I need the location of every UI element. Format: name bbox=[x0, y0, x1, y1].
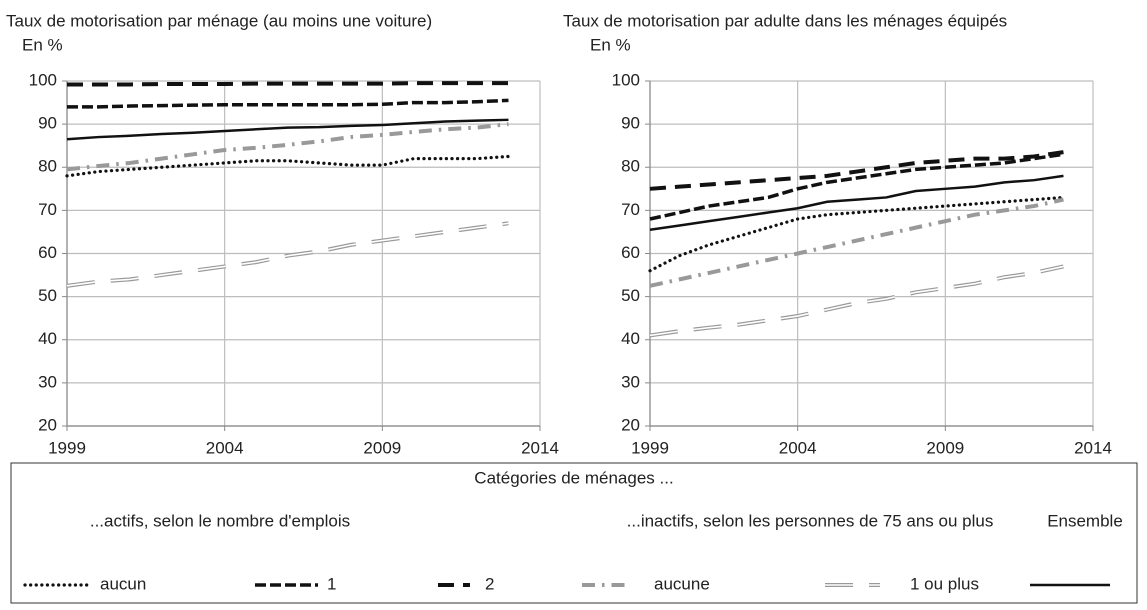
chart-title: Taux de motorisation par adulte dans les… bbox=[563, 11, 1007, 30]
x-tick-label: 2004 bbox=[206, 438, 244, 457]
y-tick-label: 70 bbox=[38, 200, 57, 219]
x-tick-label: 2014 bbox=[521, 438, 559, 457]
y-axis-label: En % bbox=[22, 35, 63, 54]
legend-label: 2 bbox=[485, 574, 494, 593]
y-tick-label: 30 bbox=[38, 372, 57, 391]
series-line-inner bbox=[649, 265, 1064, 337]
legend-label: aucune bbox=[654, 574, 710, 593]
x-tick-label: 2009 bbox=[926, 438, 964, 457]
series-line-inner bbox=[66, 222, 509, 287]
series-line bbox=[649, 150, 1064, 191]
x-tick-label: 2014 bbox=[1074, 438, 1112, 457]
y-tick-label: 20 bbox=[38, 415, 57, 434]
chart-title: Taux de motorisation par ménage (au moin… bbox=[6, 11, 432, 30]
y-tick-label: 90 bbox=[38, 114, 57, 133]
series-line bbox=[648, 195, 1066, 273]
series-line bbox=[649, 174, 1064, 232]
y-tick-label: 60 bbox=[38, 243, 57, 262]
y-tick-label: 90 bbox=[621, 114, 640, 133]
y-tick-label: 40 bbox=[621, 329, 640, 348]
y-tick-label: 80 bbox=[621, 157, 640, 176]
series-line bbox=[649, 197, 1064, 288]
y-tick-label: 100 bbox=[612, 70, 640, 89]
legend-label: aucun bbox=[100, 574, 146, 593]
y-tick-label: 70 bbox=[621, 200, 640, 219]
series-line bbox=[65, 154, 511, 178]
legend-group: Ensemble bbox=[1047, 511, 1123, 530]
y-tick-label: 60 bbox=[621, 243, 640, 262]
series-line bbox=[66, 122, 509, 172]
series-line bbox=[66, 118, 509, 141]
x-tick-label: 1999 bbox=[631, 438, 669, 457]
series-line bbox=[649, 152, 1064, 221]
legend-title: Catégories de ménages ... bbox=[474, 468, 673, 487]
x-tick-label: 1999 bbox=[48, 438, 86, 457]
series-line bbox=[67, 81, 509, 87]
legend-group: ...inactifs, selon les personnes de 75 a… bbox=[627, 511, 994, 530]
y-axis-label: En % bbox=[590, 35, 631, 54]
x-tick-label: 2004 bbox=[779, 438, 817, 457]
y-tick-label: 30 bbox=[621, 372, 640, 391]
legend-label: 1 ou plus bbox=[910, 574, 979, 593]
legend-label: 1 bbox=[327, 574, 336, 593]
y-tick-label: 50 bbox=[621, 286, 640, 305]
legend-group: ...actifs, selon le nombre d'emplois bbox=[90, 511, 350, 530]
legend-box bbox=[10, 462, 1138, 604]
series-line bbox=[649, 264, 1064, 338]
y-tick-label: 80 bbox=[38, 157, 57, 176]
y-tick-label: 100 bbox=[29, 70, 57, 89]
y-tick-label: 50 bbox=[38, 286, 57, 305]
y-tick-label: 20 bbox=[621, 415, 640, 434]
series-line bbox=[67, 98, 509, 109]
y-tick-label: 40 bbox=[38, 329, 57, 348]
x-tick-label: 2009 bbox=[363, 438, 401, 457]
